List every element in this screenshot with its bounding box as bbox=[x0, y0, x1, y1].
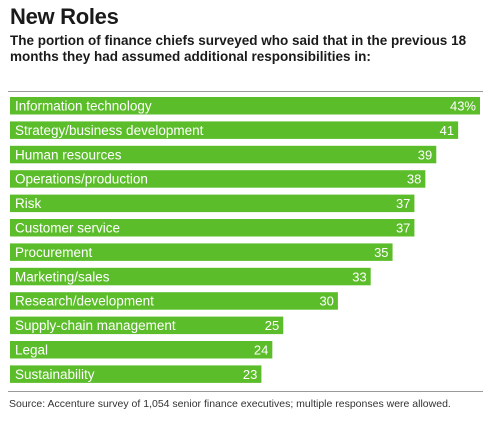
value-label-9: 25 bbox=[265, 318, 279, 333]
category-label-1: Strategy/business development bbox=[15, 123, 204, 138]
category-label-4: Risk bbox=[15, 196, 41, 211]
category-label-11: Sustainability bbox=[15, 367, 95, 382]
category-label-3: Operations/production bbox=[15, 172, 148, 187]
value-label-2: 39 bbox=[418, 147, 432, 162]
chart-source: Source: Accenture survey of 1,054 senior… bbox=[9, 398, 451, 410]
bar-3 bbox=[10, 170, 426, 188]
category-label-9: Supply-chain management bbox=[15, 318, 176, 333]
category-label-7: Marketing/sales bbox=[15, 269, 110, 284]
value-label-3: 38 bbox=[407, 172, 421, 187]
category-label-5: Customer service bbox=[15, 221, 120, 236]
bar-7 bbox=[10, 267, 371, 286]
bar-4 bbox=[10, 194, 415, 213]
bar-10 bbox=[10, 341, 273, 359]
category-label-2: Human resources bbox=[15, 147, 122, 162]
bar-9 bbox=[10, 316, 284, 335]
bar-2 bbox=[10, 145, 437, 164]
category-label-6: Procurement bbox=[15, 245, 93, 260]
bottom-divider bbox=[8, 391, 483, 392]
value-label-1: 41 bbox=[440, 123, 454, 138]
bar-0 bbox=[10, 97, 480, 115]
category-label-8: Research/development bbox=[15, 294, 154, 309]
value-label-4: 37 bbox=[396, 196, 410, 211]
value-label-6: 35 bbox=[374, 245, 388, 260]
category-label-10: Legal bbox=[15, 343, 48, 358]
value-label-5: 37 bbox=[396, 221, 410, 236]
bar-11 bbox=[10, 365, 262, 383]
value-label-11: 23 bbox=[243, 367, 257, 382]
top-divider bbox=[8, 91, 483, 92]
category-label-0: Information technology bbox=[15, 99, 152, 114]
value-label-7: 33 bbox=[352, 269, 366, 284]
bar-8 bbox=[10, 292, 338, 310]
bar-6 bbox=[10, 243, 393, 261]
value-label-10: 24 bbox=[254, 343, 268, 358]
value-label-8: 30 bbox=[319, 294, 333, 309]
chart-subtitle: The portion of finance chiefs surveyed w… bbox=[10, 33, 467, 64]
chart-title: New Roles bbox=[10, 4, 119, 29]
value-label-0: 43% bbox=[450, 99, 476, 114]
bar-1 bbox=[10, 121, 459, 139]
bar-5 bbox=[10, 219, 415, 237]
